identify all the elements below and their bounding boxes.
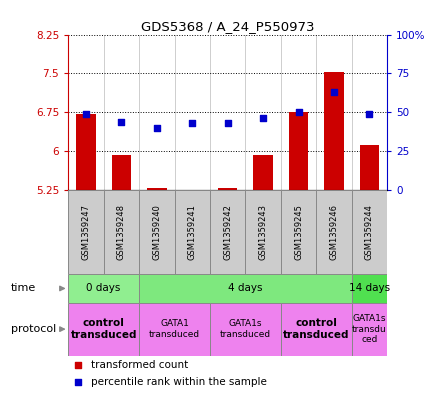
Bar <box>139 274 352 303</box>
Point <box>118 118 125 125</box>
Bar <box>253 154 273 190</box>
Bar <box>104 190 139 274</box>
Text: GATA1s
transdu
ced: GATA1s transdu ced <box>352 314 387 344</box>
Point <box>260 115 267 121</box>
Bar <box>281 190 316 274</box>
Bar <box>139 190 175 274</box>
Bar <box>246 190 281 274</box>
Point <box>295 109 302 116</box>
Point <box>224 120 231 126</box>
Point <box>189 120 196 126</box>
Bar <box>175 190 210 274</box>
Bar <box>352 274 387 303</box>
Bar <box>210 190 246 274</box>
Text: GATA1
transduced: GATA1 transduced <box>149 320 200 339</box>
Text: control
transduced: control transduced <box>70 318 137 340</box>
Point <box>153 125 160 131</box>
Text: GSM1359246: GSM1359246 <box>330 204 338 260</box>
Bar <box>218 188 238 190</box>
Text: 4 days: 4 days <box>228 283 263 294</box>
Text: 0 days: 0 days <box>86 283 121 294</box>
Text: percentile rank within the sample: percentile rank within the sample <box>91 377 266 387</box>
Point <box>74 362 81 368</box>
Bar <box>112 154 131 190</box>
Text: GSM1359245: GSM1359245 <box>294 204 303 260</box>
Point <box>366 110 373 117</box>
Text: protocol: protocol <box>11 324 56 334</box>
Bar <box>76 114 95 190</box>
Title: GDS5368 / A_24_P550973: GDS5368 / A_24_P550973 <box>141 20 315 33</box>
Text: transformed count: transformed count <box>91 360 188 370</box>
Text: GSM1359244: GSM1359244 <box>365 204 374 260</box>
Bar <box>352 190 387 274</box>
Text: GSM1359242: GSM1359242 <box>223 204 232 260</box>
Text: time: time <box>11 283 36 294</box>
Text: GSM1359241: GSM1359241 <box>188 204 197 260</box>
Bar <box>324 72 344 190</box>
Point <box>74 378 81 385</box>
Text: GSM1359247: GSM1359247 <box>81 204 91 260</box>
Bar <box>147 188 167 190</box>
Bar <box>281 303 352 356</box>
Bar <box>68 274 139 303</box>
Point <box>82 110 89 117</box>
Bar <box>68 303 139 356</box>
Text: 14 days: 14 days <box>349 283 390 294</box>
Bar <box>68 190 104 274</box>
Text: GSM1359243: GSM1359243 <box>259 204 268 260</box>
Bar <box>352 303 387 356</box>
Text: GSM1359240: GSM1359240 <box>152 204 161 260</box>
Text: control
transduced: control transduced <box>283 318 349 340</box>
Bar <box>210 303 281 356</box>
Bar <box>360 145 379 190</box>
Text: GSM1359248: GSM1359248 <box>117 204 126 260</box>
Bar <box>289 112 308 190</box>
Bar <box>316 190 352 274</box>
Point <box>330 89 337 95</box>
Text: GATA1s
transduced: GATA1s transduced <box>220 320 271 339</box>
Bar <box>139 303 210 356</box>
